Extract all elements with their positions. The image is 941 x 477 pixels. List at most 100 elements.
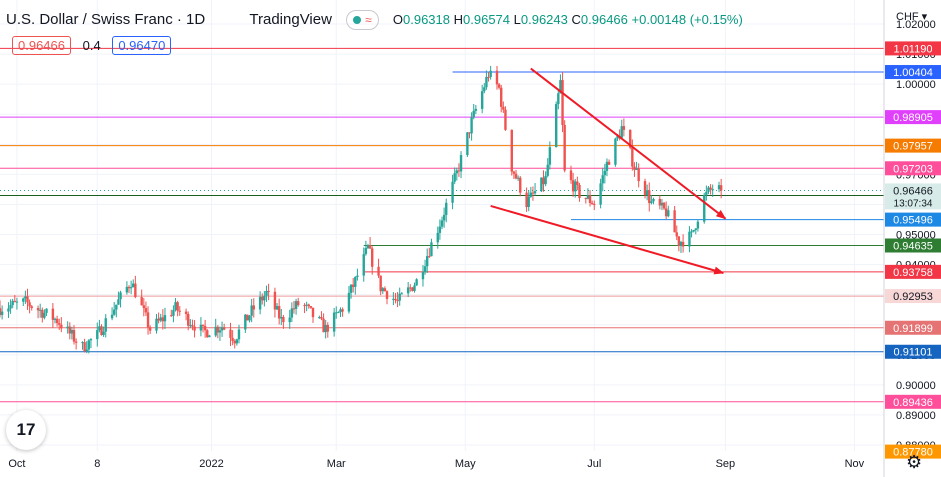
candle-body (55, 318, 59, 324)
candle-body (707, 187, 710, 192)
candle-body (11, 300, 14, 306)
buy-price-box[interactable]: 0.96470 (112, 36, 172, 55)
time-axis[interactable]: Oct 8 2022 Mar May Jul Sep Nov (8, 458, 864, 470)
candle-body (237, 329, 241, 340)
candle-body (398, 293, 401, 301)
sell-price-box[interactable]: 0.96466 (12, 36, 71, 55)
candle-body (104, 318, 107, 332)
gear-icon[interactable]: ⚙ (906, 452, 923, 472)
candle-body (394, 298, 397, 301)
candle-body (189, 325, 192, 327)
candle-body (216, 326, 220, 333)
candle-body (497, 84, 501, 88)
candle-body (36, 308, 40, 311)
candle-body (144, 308, 148, 313)
candle-body (542, 177, 545, 185)
candle-body (383, 288, 387, 292)
candle-body (453, 173, 456, 182)
candle-body (98, 326, 101, 331)
tradingview-logo-icon[interactable]: 17 (6, 410, 46, 450)
candle-body (425, 256, 429, 267)
candle-body (110, 314, 114, 319)
candle-body (102, 331, 105, 335)
candle-body (273, 291, 277, 310)
candle-body (616, 135, 619, 139)
candle-body (43, 312, 46, 318)
candle-body (487, 76, 490, 78)
candle-body (208, 335, 211, 338)
candle-body (510, 129, 513, 172)
candle-body (280, 316, 283, 319)
price-tag-label: 0.97203 (893, 163, 933, 175)
candle-body (563, 124, 566, 171)
candle-body (311, 307, 315, 318)
candle-body (100, 326, 103, 335)
price-tag (885, 110, 941, 125)
candle-body (371, 248, 374, 267)
candle-body (45, 308, 48, 313)
candle-body (341, 309, 344, 312)
candle-body (231, 337, 234, 341)
market-status-pill[interactable]: ≈ (346, 10, 379, 30)
candle-body (438, 226, 442, 233)
candle-body (51, 308, 55, 320)
candle-body (364, 248, 368, 255)
candle-body (643, 181, 647, 195)
candle-body (38, 309, 42, 311)
candle-body (115, 304, 118, 310)
candle-body (629, 129, 632, 148)
candle-body (235, 339, 239, 344)
symbol-title[interactable]: U.S. Dollar / Swiss Franc · 1D (6, 10, 206, 28)
candle-body (339, 309, 342, 313)
candle-body (26, 296, 29, 303)
candle-body (218, 330, 222, 333)
candle-body (601, 175, 604, 184)
candle-body (9, 305, 12, 309)
candle-body (652, 198, 655, 202)
candle-body (648, 190, 651, 204)
candle-body (555, 104, 558, 148)
price-tag (885, 264, 941, 279)
trendline-arrow (490, 204, 725, 275)
candle-body (692, 229, 695, 232)
candle-body (326, 325, 329, 332)
candle-body (459, 155, 463, 172)
candle-body (548, 147, 552, 165)
candle-body (696, 221, 700, 229)
candle-body (322, 318, 325, 333)
candle-body (377, 266, 380, 276)
candle-body (354, 277, 357, 287)
candle-body (309, 306, 313, 308)
candle-body (675, 232, 678, 237)
trendlines (490, 67, 727, 275)
candle-body (275, 306, 279, 310)
candle-body (70, 330, 74, 334)
candle-body (667, 210, 670, 217)
candle-body (24, 296, 27, 299)
price-tag (885, 161, 941, 176)
candle-body (406, 287, 410, 294)
price-tag-label: 0.95496 (893, 215, 933, 227)
candle-body (409, 287, 412, 289)
candle-body (529, 192, 533, 197)
x-tick-label: Sep (716, 458, 736, 470)
price-tag-label: 1.01190 (894, 43, 933, 55)
status-wave-icon: ≈ (365, 13, 372, 27)
change-value: +0.00148 (+0.15%) (631, 11, 743, 27)
candle-body (571, 180, 575, 192)
candle-body (58, 323, 61, 325)
candle-body (574, 181, 577, 192)
candle-body (362, 254, 365, 276)
price-tag (885, 320, 941, 335)
price-tag (885, 183, 941, 210)
candle-body (605, 161, 609, 171)
candle-body (519, 177, 522, 193)
y-tick-label: 0.89000 (896, 410, 936, 422)
price-tag (885, 65, 941, 80)
candle-body (445, 202, 448, 215)
candle-body (53, 318, 57, 320)
candle-body (719, 185, 723, 191)
candle-body (0, 311, 4, 315)
candle-body (96, 330, 99, 340)
